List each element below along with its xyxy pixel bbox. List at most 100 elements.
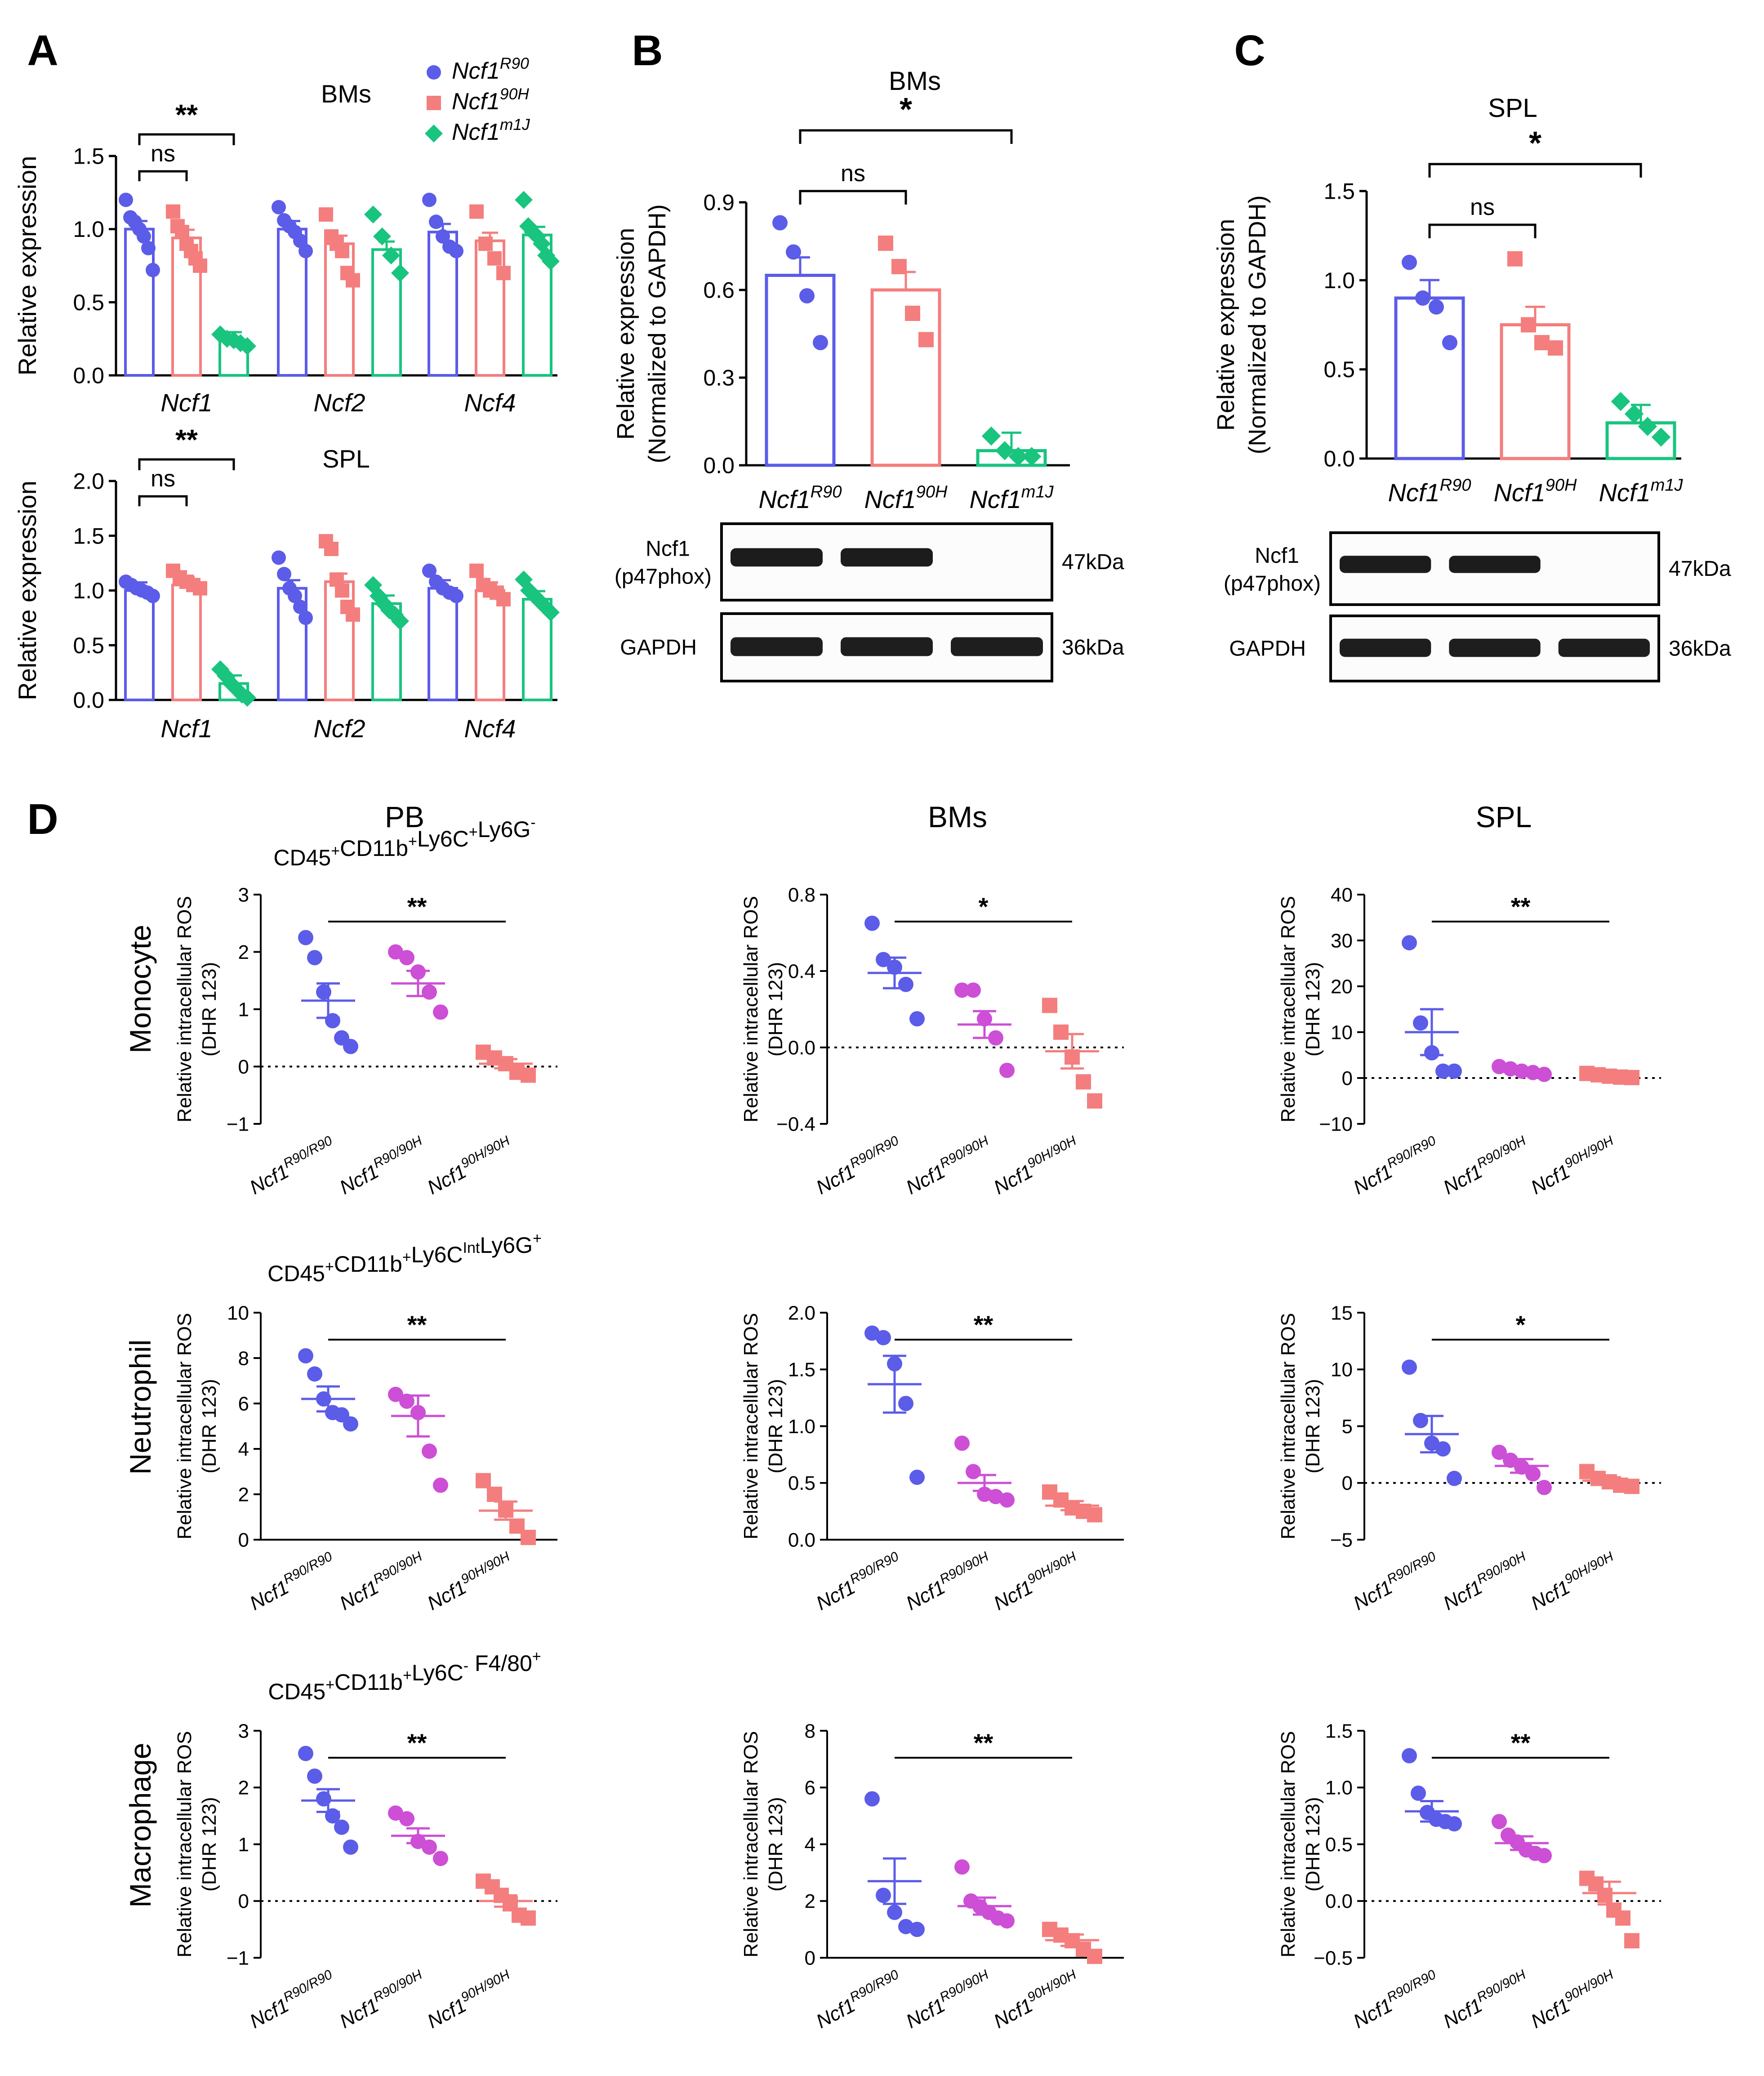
data-point-circle [864,1791,880,1807]
blot-label-gapdh: GAPDH [1229,637,1306,661]
data-point-square [346,273,360,288]
superscript: 90H [500,85,529,103]
y-tick-label: 2.0 [73,469,104,494]
data-point-circle [1435,1063,1451,1079]
y-tick-label: 0 [238,1056,249,1078]
phenotype-label: CD45+CD11b+Ly6C+Ly6G- [273,814,535,870]
data-point-circle [316,984,331,1000]
y-tick-label: 1.5 [73,144,104,169]
y-axis-title: Relative intracellular ROS [740,896,762,1123]
data-point-diamond [542,252,560,271]
gene-label: Ncf4 [464,388,516,417]
genotype-label: Ncf1R90/R90 [245,1133,339,1199]
genotype-label: Ncf190H/90H [1526,1549,1621,1615]
genotype-label: Ncf190H [864,482,948,513]
gene-label: Ncf4 [464,714,516,743]
y-axis-title: Relative expression [13,156,41,376]
superscript: 90H/90H [1562,1967,1616,2005]
y-axis-subtitle: (DHR 123) [1302,1379,1324,1473]
genotype-label: Ncf1m1J [969,482,1054,513]
data-point-circle [307,950,322,966]
data-point-circle [1402,254,1417,270]
column-title: SPL [1476,800,1532,833]
panel-a-spl: 0.0 0.5 1.0 1.5 2.0 Relative expression SPL Ncf… [13,423,560,743]
bar [1394,296,1465,460]
bar [428,587,458,701]
significance-label: * [900,92,912,128]
y-axis-title: Relative expression [13,481,41,700]
y-tick-label: 1 [238,1834,249,1856]
data-point-circle [388,1386,403,1402]
y-tick-label: 0.0 [788,1037,815,1059]
column-title: PB [385,800,424,833]
data-point-square [521,1910,536,1926]
significance-label: ns [1470,194,1495,220]
ros-plot: −5 0 5 10 15 Relative intracellular ROS (DHR 1… [1277,1302,1661,1615]
data-point-circle [966,982,981,998]
genotype-label: Ncf1R90/R90 [245,1549,339,1615]
data-point-circle [1537,1848,1552,1863]
text-segment: CD45 [273,845,331,870]
data-point-diamond [981,426,1001,446]
y-tick-label: 15 [1331,1302,1353,1324]
y-tick-label: −5 [1330,1529,1353,1551]
text-segment: Ncf1 [452,89,500,115]
data-point-circle [316,1391,331,1407]
ros-plot: −10 0 10 20 30 40 Relative intracellular ROS (D… [1277,884,1661,1199]
superscript: R90/90H [937,1967,991,2005]
data-point-diamond [1638,417,1657,436]
data-point-square [487,251,502,266]
blot-label-p47phox: (p47phox) [1224,572,1321,596]
superscript: R90/90H [1474,1133,1528,1172]
superscript: R90/R90 [281,1967,335,2005]
blot-kda-bottom: 36kDa [1669,637,1731,661]
significance-label: * [1516,1310,1526,1339]
ros-plot: −1 0 1 2 3 Relative intracellular ROS (DHR 123… [174,884,557,1199]
superscript: 90H/90H [1025,1549,1079,1587]
significance-label: ns [841,160,865,187]
blot-kda-top: 47kDa [1669,557,1731,581]
subplot-title: BMs [321,80,371,108]
data-point-circle [433,1477,448,1493]
y-tick-label: 1.5 [73,523,104,548]
y-tick-label: 0.0 [73,363,104,388]
data-point-circle [1435,1441,1451,1457]
data-point-circle [966,1464,981,1479]
y-tick-label: 5 [1342,1416,1353,1438]
superscript: R90/R90 [281,1549,335,1587]
data-point-square [891,259,907,274]
row-label: Neutrophil [124,1340,157,1475]
data-point-diamond [238,337,256,355]
y-axis-subtitle: (Normalized to GAPDH) [644,204,671,463]
y-tick-label: −10 [1319,1113,1353,1135]
blot-label-ncf1: Ncf1 [1255,544,1299,568]
data-point-square [1087,1507,1102,1523]
superscript: 90H/90H [1562,1549,1616,1587]
blot-band-gapdh [1558,638,1650,657]
genotype-label: Ncf1R90/R90 [1349,1967,1443,2033]
data-point-circle [887,1905,902,1920]
data-point-square [335,583,349,598]
data-point-circle [433,1004,448,1020]
data-point-square [1507,251,1523,267]
genotype-label: Ncf190H/90H [1526,1133,1621,1199]
y-tick-label: 2 [238,1483,249,1506]
data-point-circle [325,1013,340,1029]
superscript: m1J [1021,482,1054,501]
data-point-circle [429,214,443,229]
y-tick-label: 3 [238,1720,249,1742]
y-axis-title: Relative intracellular ROS [174,896,196,1123]
y-tick-label: 0.5 [1323,357,1355,382]
data-point-circle [1537,1479,1552,1495]
data-point-diamond [373,227,391,245]
y-tick-label: −0.4 [776,1113,815,1135]
figure-root: A B C D 0.0 0.5 1.0 1.5 Relative expression BMs Nc… [13,27,1731,2033]
data-point-square [498,1502,513,1518]
data-point-square [1624,1933,1639,1949]
data-point-circle [146,263,160,277]
significance-label: * [979,892,989,921]
row-label: Monocyte [124,925,157,1053]
data-point-square [1597,1888,1613,1903]
superscript: R90/R90 [281,1133,335,1172]
